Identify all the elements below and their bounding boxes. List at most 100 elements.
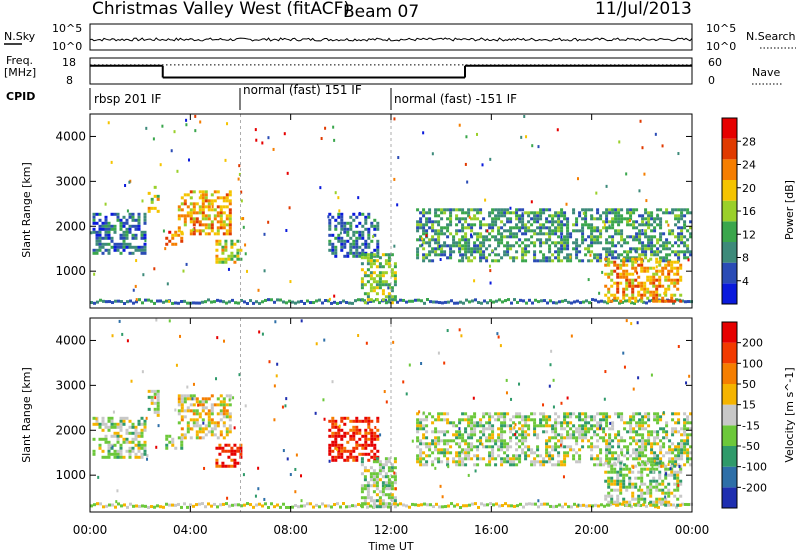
echo-cell — [137, 245, 141, 249]
ground-scatter-cell — [228, 300, 231, 304]
echo-cell — [602, 220, 606, 224]
echo-cell — [548, 424, 552, 428]
echo-cell — [524, 223, 528, 227]
echo-cell — [617, 208, 621, 212]
echo-cell — [473, 208, 477, 212]
echo-cell — [619, 485, 623, 489]
echo-cell — [614, 229, 618, 233]
echo-cell — [634, 299, 638, 303]
echo-cell — [611, 421, 615, 425]
noise-cell — [200, 194, 203, 198]
echo-cell — [628, 479, 632, 483]
echo-cell — [428, 238, 432, 242]
noise-cell — [192, 228, 195, 232]
echo-cell — [640, 260, 644, 264]
echo-cell — [610, 482, 614, 486]
ground-scatter-cell — [111, 301, 114, 305]
echo-cell — [683, 244, 687, 248]
echo-cell — [370, 449, 374, 453]
echo-cell — [686, 418, 690, 422]
echo-cell — [605, 439, 609, 443]
ground-scatter-cell — [153, 505, 156, 509]
echo-cell — [551, 454, 555, 458]
noise-cell — [104, 202, 107, 206]
echo-cell — [631, 266, 635, 270]
echo-cell — [367, 458, 371, 462]
echo-cell — [192, 412, 196, 416]
echo-cell — [375, 505, 379, 509]
echo-cell — [488, 214, 492, 218]
echo-cell — [378, 271, 382, 275]
echo-cell — [689, 220, 693, 224]
echo-cell — [122, 455, 126, 459]
echo-cell — [545, 241, 549, 245]
echo-cell — [455, 430, 459, 434]
echo-cell — [679, 263, 683, 267]
noise-cell — [489, 157, 492, 161]
echo-cell — [653, 250, 657, 254]
echo-cell — [545, 430, 549, 434]
echo-cell — [622, 473, 626, 477]
echo-cell — [216, 424, 220, 428]
echo-cell — [201, 202, 205, 206]
echo-cell — [428, 241, 432, 245]
echo-cell — [192, 421, 196, 425]
echo-cell — [180, 196, 184, 200]
echo-cell — [434, 220, 438, 224]
echo-cell — [611, 217, 615, 221]
ground-scatter-cell — [177, 301, 180, 305]
echo-cell — [201, 211, 205, 215]
noise-cell — [185, 262, 188, 266]
echo-cell — [533, 229, 537, 233]
noise-cell — [570, 334, 573, 338]
echo-cell — [637, 263, 641, 267]
echo-cell — [180, 427, 184, 431]
echo-cell — [617, 229, 621, 233]
ground-scatter-cell — [612, 298, 615, 302]
echo-cell — [227, 464, 231, 468]
echo-cell — [104, 233, 108, 237]
noise-cell — [126, 209, 129, 213]
echo-cell — [506, 229, 510, 233]
echo-cell — [225, 223, 229, 227]
echo-cell — [653, 226, 657, 230]
ground-scatter-cell — [366, 505, 369, 509]
echo-cell — [680, 235, 684, 239]
echo-cell — [378, 502, 382, 506]
noise-cell — [418, 410, 421, 414]
echo-cell — [183, 214, 187, 218]
echo-cell — [557, 415, 561, 419]
echo-cell — [422, 259, 426, 263]
echo-cell — [131, 425, 135, 429]
echo-cell — [422, 214, 426, 218]
echo-cell — [518, 412, 522, 416]
echo-cell — [548, 232, 552, 236]
echo-cell — [584, 253, 588, 257]
noise-cell — [111, 334, 114, 338]
echo-cell — [369, 277, 373, 281]
colorbar-segment — [722, 404, 737, 426]
ground-scatter-cell — [114, 299, 117, 303]
echo-cell — [201, 193, 205, 197]
echo-cell — [638, 448, 642, 452]
echo-cell — [542, 430, 546, 434]
echo-cell — [659, 235, 663, 239]
ground-scatter-cell — [408, 299, 411, 303]
echo-cell — [673, 473, 677, 477]
ground-scatter-cell — [477, 505, 480, 509]
ground-scatter-cell — [633, 301, 636, 305]
echo-cell — [623, 445, 627, 449]
echo-cell — [143, 212, 147, 216]
echo-cell — [626, 451, 630, 455]
echo-cell — [192, 232, 196, 236]
noise-cell — [489, 269, 492, 273]
echo-cell — [632, 427, 636, 431]
echo-cell — [653, 412, 657, 416]
echo-cell — [207, 232, 211, 236]
echo-cell — [381, 505, 385, 509]
echo-cell — [128, 224, 132, 228]
echo-cell — [355, 239, 359, 243]
echo-cell — [593, 238, 597, 242]
echo-cell — [527, 238, 531, 242]
echo-cell — [566, 241, 570, 245]
